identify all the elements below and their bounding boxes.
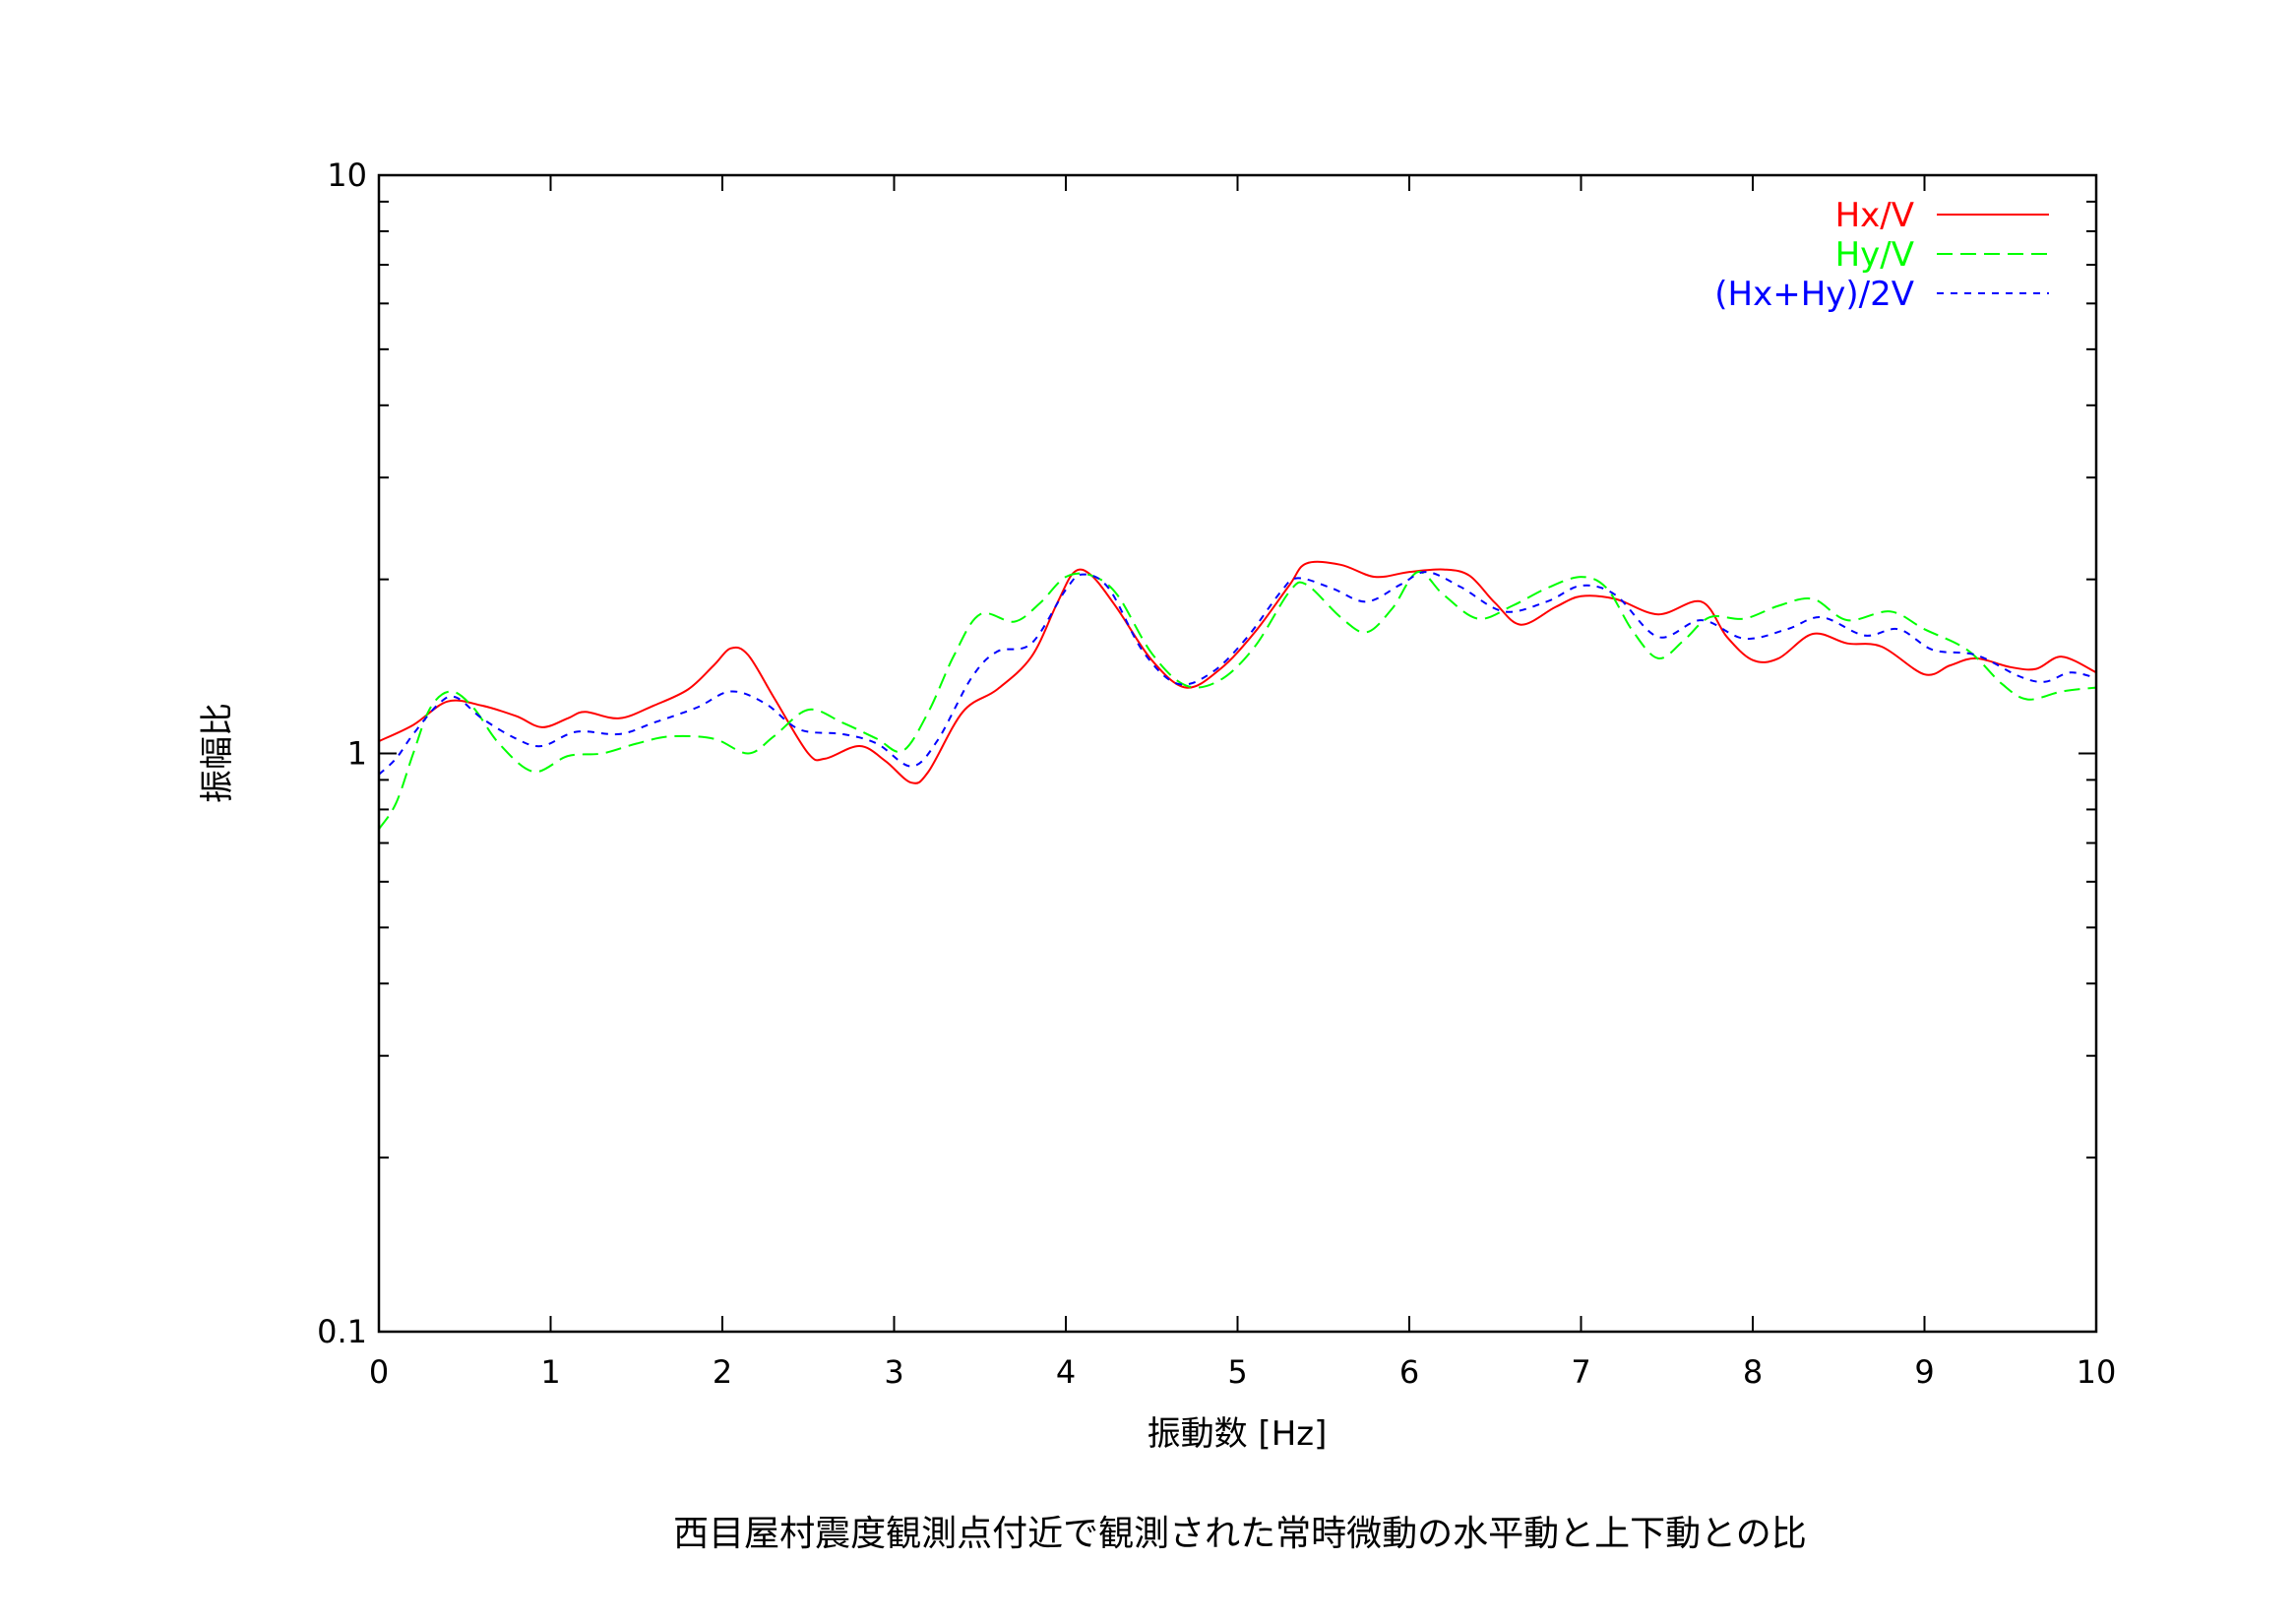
- series-line-1: [378, 560, 2097, 784]
- legend-label-1: Hx/V: [1835, 196, 1914, 235]
- x-tick-label: 4: [1056, 1353, 1076, 1391]
- chart-caption: 西目屋村震度観測点付近で観測された常時微動の水平動と上下動との比: [673, 1514, 1807, 1554]
- series-line-2: [378, 571, 2097, 830]
- x-tick-label: 8: [1743, 1353, 1763, 1391]
- x-tick-label: 0: [369, 1353, 389, 1391]
- y-tick-label: 10: [327, 156, 367, 194]
- x-tick-label: 5: [1227, 1353, 1247, 1391]
- y-tick-label: 0.1: [317, 1313, 367, 1350]
- series-line-3: [378, 571, 2097, 776]
- y-axis-label: 振幅比: [198, 703, 237, 803]
- x-tick-label: 3: [884, 1353, 903, 1391]
- x-tick-label: 7: [1571, 1353, 1590, 1391]
- x-tick-label: 10: [2077, 1353, 2117, 1391]
- y-tick-label: 1: [347, 735, 367, 773]
- legend-label-2: Hy/V: [1835, 235, 1914, 275]
- x-axis-label: 振動数 [Hz]: [1148, 1414, 1328, 1454]
- legend-label-3: (Hx+Hy)/2V: [1714, 275, 1914, 314]
- x-tick-label: 1: [540, 1353, 560, 1391]
- x-tick-label: 6: [1399, 1353, 1419, 1391]
- x-tick-label: 9: [1914, 1353, 1934, 1391]
- legend: Hx/VHy/V(Hx+Hy)/2V: [1714, 196, 2049, 314]
- tick-labels: 0 1 2 3 4 5 6 7 8 9 10 0.1 1 10: [317, 156, 2116, 1391]
- x-tick-label: 2: [713, 1353, 732, 1391]
- plot-frame: [377, 173, 2098, 1334]
- series-layer: [378, 560, 2097, 830]
